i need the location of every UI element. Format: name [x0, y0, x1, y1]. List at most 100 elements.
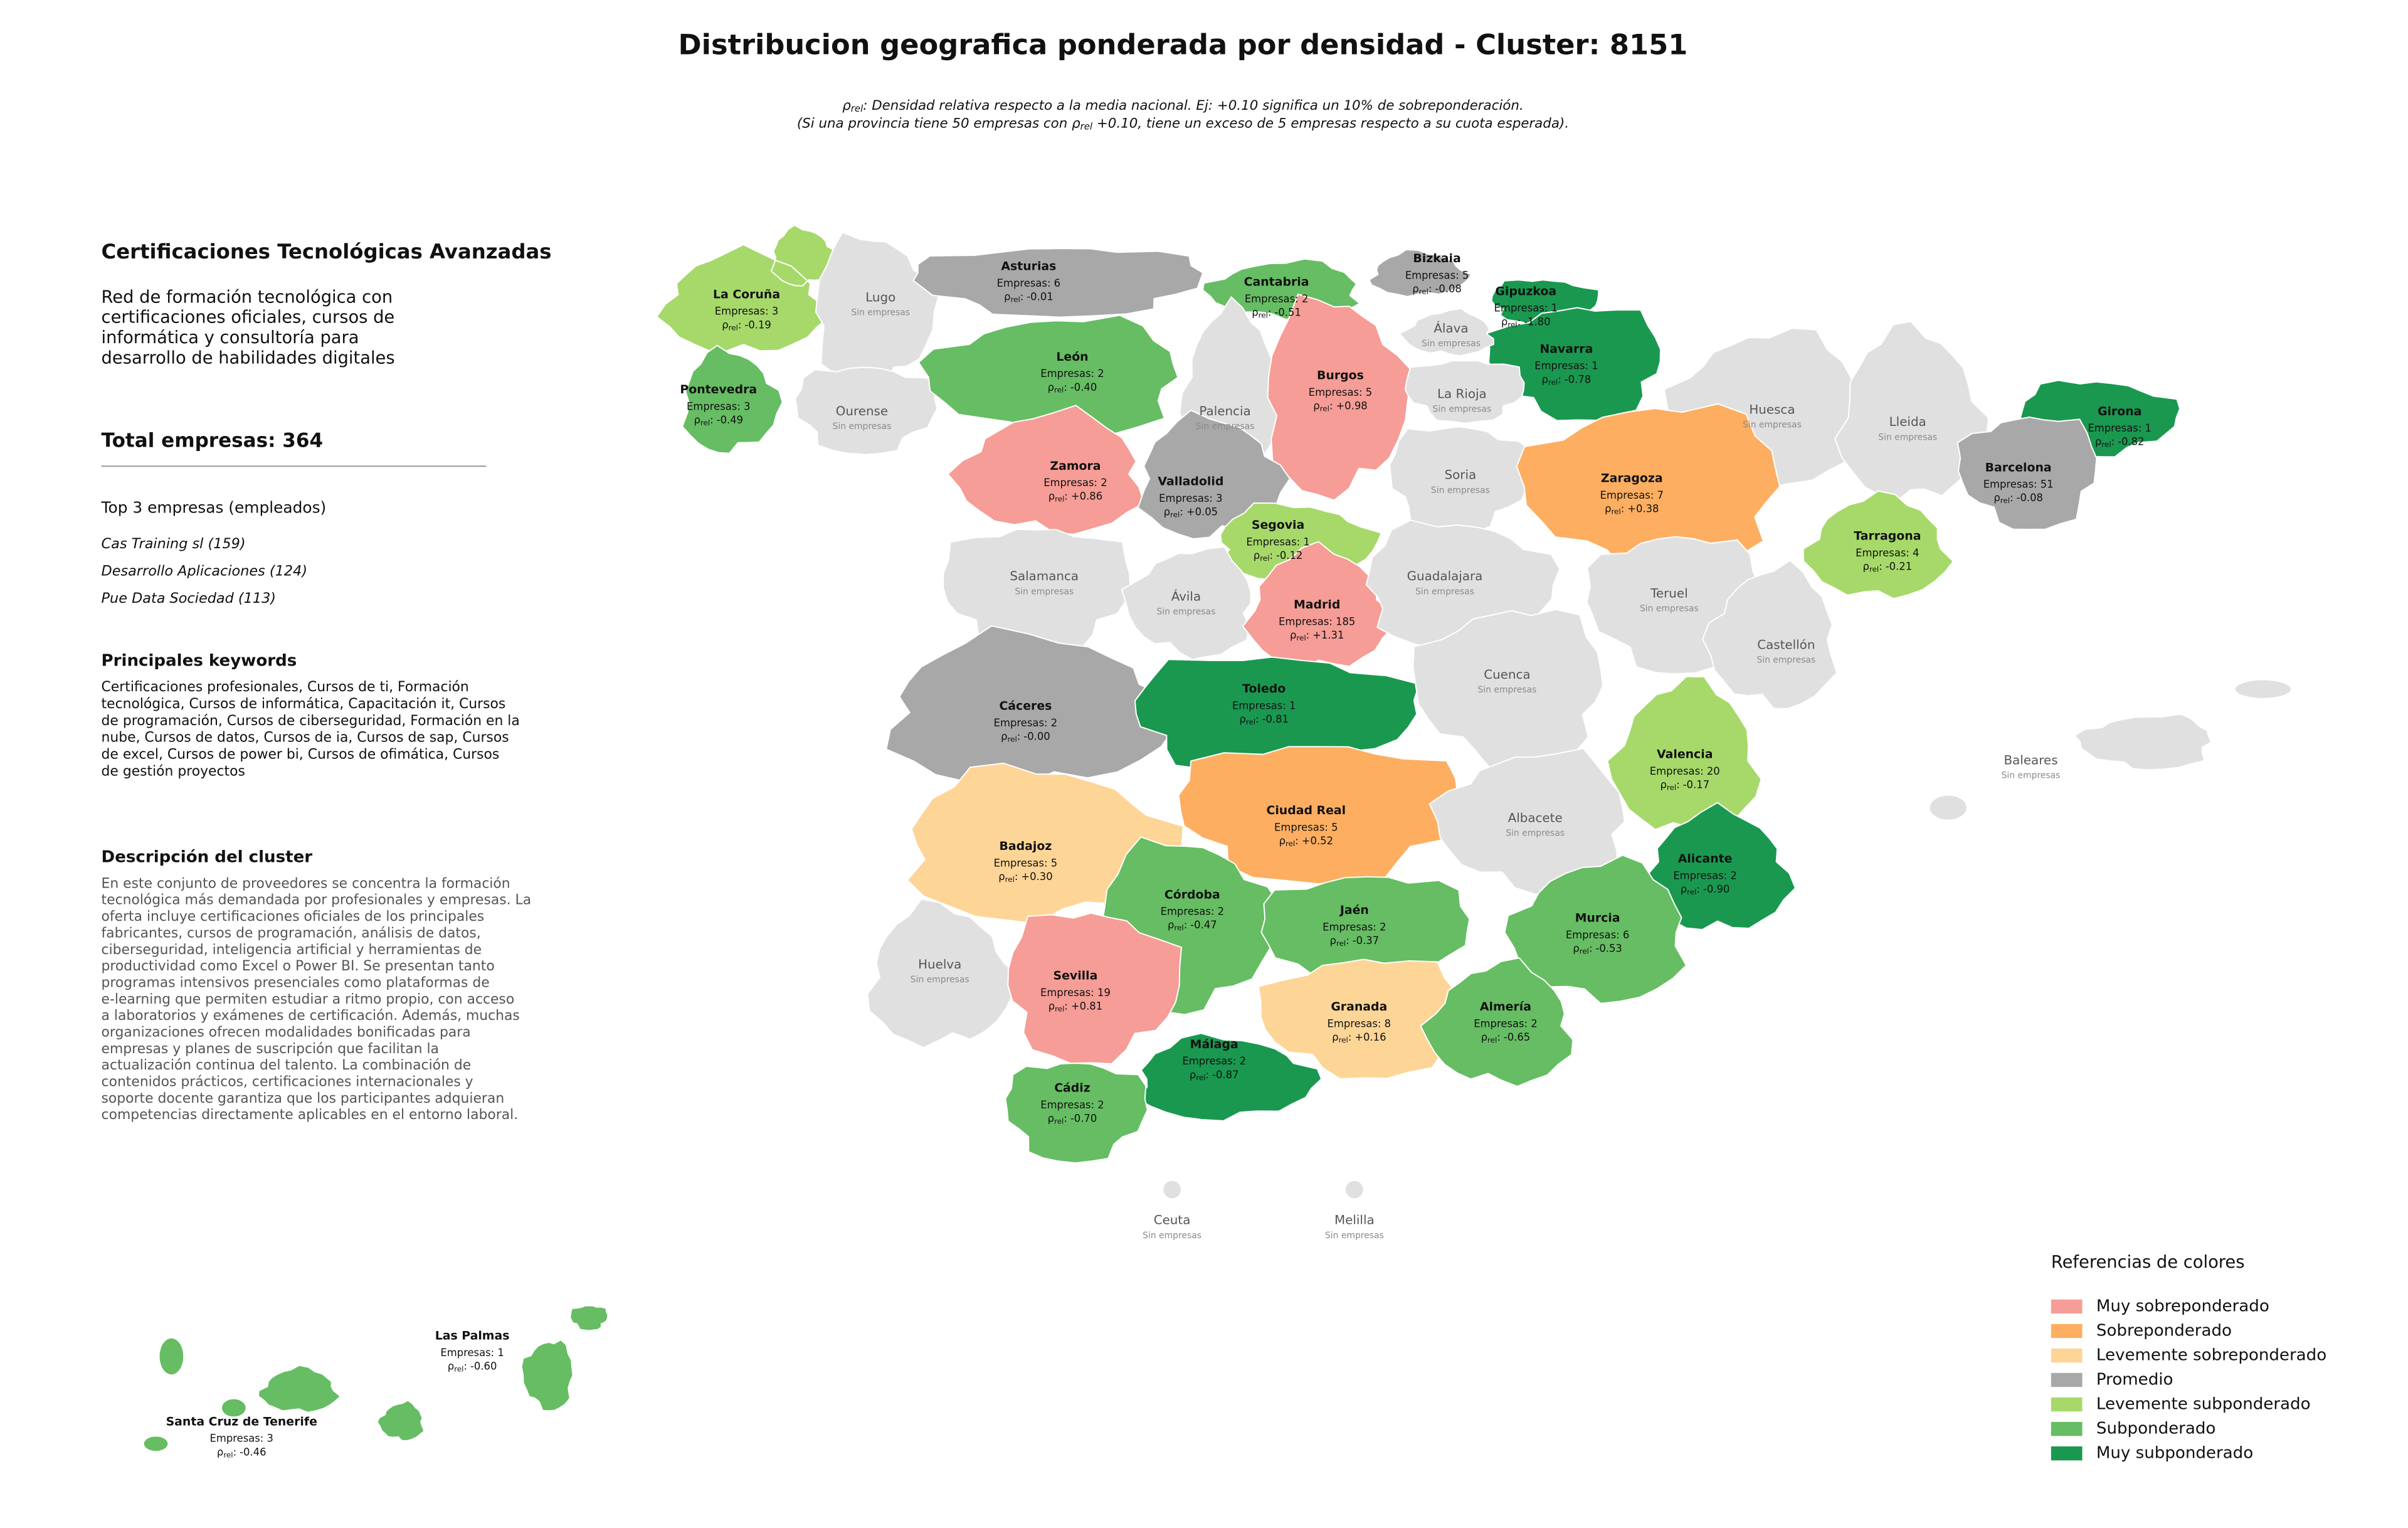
- province-name: Almería: [1480, 1000, 1531, 1014]
- province-companies: Empresas: 2: [1474, 1018, 1537, 1030]
- province-companies: Empresas: 5: [1405, 270, 1469, 282]
- province-density: ρrel: -0.51: [1252, 306, 1301, 319]
- density-symbol: ρ: [1048, 490, 1055, 502]
- description-line: actualización continua del talento. La c…: [102, 1058, 472, 1073]
- density-sub: rel: [1008, 735, 1017, 743]
- province: [1121, 546, 1252, 661]
- province-companies: Empresas: 1: [1534, 360, 1598, 372]
- description-line: tecnológica más demandada por profesiona…: [102, 893, 532, 908]
- province-name: Lleida: [1889, 415, 1926, 429]
- province-density: ρrel: -0.78: [1542, 373, 1592, 386]
- description-line: ciberseguridad, inteligencia artificial …: [102, 942, 482, 958]
- province-companies: Empresas: 1: [1494, 302, 1558, 314]
- density-symbol: ρ: [217, 1446, 223, 1458]
- province: [1178, 746, 1462, 885]
- keywords-line: tecnológica, Cursos de informática, Capa…: [102, 696, 506, 712]
- density-value: -0.51: [1274, 306, 1301, 318]
- province: [885, 625, 1191, 790]
- density-colon: :: [1558, 373, 1561, 385]
- density-sub: rel: [1487, 1036, 1497, 1044]
- province-companies: Empresas: 1: [440, 1347, 504, 1359]
- province-name: Álava: [1434, 321, 1468, 336]
- density-colon: :: [233, 1446, 237, 1458]
- density-symbol: ρ: [1332, 1031, 1338, 1043]
- summary-line: desarrollo de habilidades digitales: [102, 348, 395, 368]
- province-density: ρrel: +0.38: [1605, 502, 1659, 516]
- province: [1388, 426, 1533, 534]
- province-companies: Empresas: 3: [715, 305, 778, 317]
- province-name: Murcia: [1575, 911, 1620, 925]
- province-density: ρrel: +0.98: [1313, 400, 1367, 413]
- province-name: Melilla: [1334, 1213, 1375, 1228]
- density-sub: rel: [1286, 839, 1295, 848]
- province-name: Ceuta: [1154, 1213, 1191, 1228]
- density-sub: rel: [1010, 295, 1020, 304]
- density-symbol: ρ: [1481, 1031, 1487, 1043]
- density-sub: rel: [1005, 875, 1015, 884]
- legend-swatch: [2051, 1348, 2083, 1363]
- density-sub: rel: [1320, 404, 1329, 413]
- province-companies: Empresas: 8: [1328, 1018, 1391, 1030]
- density-sub: rel: [1419, 287, 1428, 296]
- province-companies: Empresas: 51: [1983, 479, 2054, 491]
- density-sub: rel: [1508, 320, 1517, 329]
- province-status: Sin empresas: [1743, 420, 1802, 430]
- province-density: ρrel: -0.81: [1239, 713, 1289, 726]
- description-line: competencias directamente aplicables en …: [102, 1107, 519, 1123]
- top-item: Pue Data Sociedad (113): [102, 590, 276, 607]
- density-value: -0.78: [1565, 373, 1591, 385]
- province: [917, 314, 1179, 440]
- province: [1420, 957, 1574, 1088]
- density-value: -0.46: [240, 1446, 266, 1458]
- province-name: Alicante: [1678, 852, 1733, 866]
- subtitle-part: ρ: [1072, 116, 1080, 132]
- density-sub: rel: [1296, 633, 1306, 642]
- province-name: Madrid: [1294, 598, 1340, 612]
- province-name: Valencia: [1657, 748, 1713, 761]
- province-status: Sin empresas: [1422, 339, 1481, 349]
- density-value: -0.60: [470, 1360, 497, 1372]
- province-name: Bizkaia: [1413, 252, 1460, 265]
- legend-title: Referencias de colores: [2051, 1253, 2245, 1272]
- subtitle-part: rel: [1080, 121, 1093, 132]
- province-density: ρrel: +0.81: [1048, 1000, 1102, 1013]
- province: [1702, 560, 1838, 709]
- density-value: +0.38: [1627, 502, 1659, 514]
- legend-swatch: [2051, 1299, 2083, 1314]
- province-density: ρrel: -0.08: [1412, 283, 1462, 296]
- legend-swatch: [2051, 1421, 2083, 1436]
- density-symbol: ρ: [694, 413, 700, 425]
- legend-label: Muy sobreponderado: [2096, 1297, 2269, 1315]
- province-companies: Empresas: 3: [210, 1433, 273, 1445]
- density-colon: :: [1020, 290, 1024, 302]
- province: [1834, 321, 1990, 504]
- province-companies: Empresas: 2: [1673, 869, 1736, 881]
- province: [912, 248, 1204, 318]
- density-sub: rel: [454, 1364, 463, 1373]
- top-item: Cas Training sl (159): [102, 536, 246, 552]
- province: [795, 366, 938, 455]
- density-symbol: ρ: [1660, 778, 1666, 790]
- province-name: Barcelona: [1985, 460, 2052, 474]
- province-name: Gipuzkoa: [1495, 284, 1556, 298]
- description-line: En este conjunto de proveedores se conce…: [102, 876, 510, 891]
- province: [1162, 1179, 1182, 1200]
- province-density: ρrel: +0.86: [1048, 490, 1102, 503]
- province: [943, 528, 1131, 655]
- density-colon: :: [1348, 1031, 1352, 1043]
- province-name: Asturias: [1001, 260, 1056, 273]
- density-sub: rel: [1054, 1117, 1064, 1125]
- province-density: ρrel: +0.52: [1279, 835, 1333, 848]
- density-symbol: ρ: [1330, 935, 1336, 947]
- density-value: +0.30: [1021, 871, 1052, 883]
- province-name: Ourense: [836, 404, 888, 418]
- density-colon: :: [1497, 1031, 1501, 1043]
- legend-label: Subponderado: [2096, 1419, 2215, 1438]
- density-value: -0.87: [1212, 1068, 1238, 1080]
- province-density: ρrel: +0.16: [1332, 1031, 1386, 1044]
- subtitle-part: rel: [851, 103, 863, 114]
- density-value: -0.40: [1070, 381, 1097, 393]
- province-companies: Empresas: 20: [1650, 765, 1720, 777]
- legend-label: Levemente sobreponderado: [2096, 1345, 2326, 1364]
- province-density: ρrel: -0.65: [1481, 1031, 1531, 1044]
